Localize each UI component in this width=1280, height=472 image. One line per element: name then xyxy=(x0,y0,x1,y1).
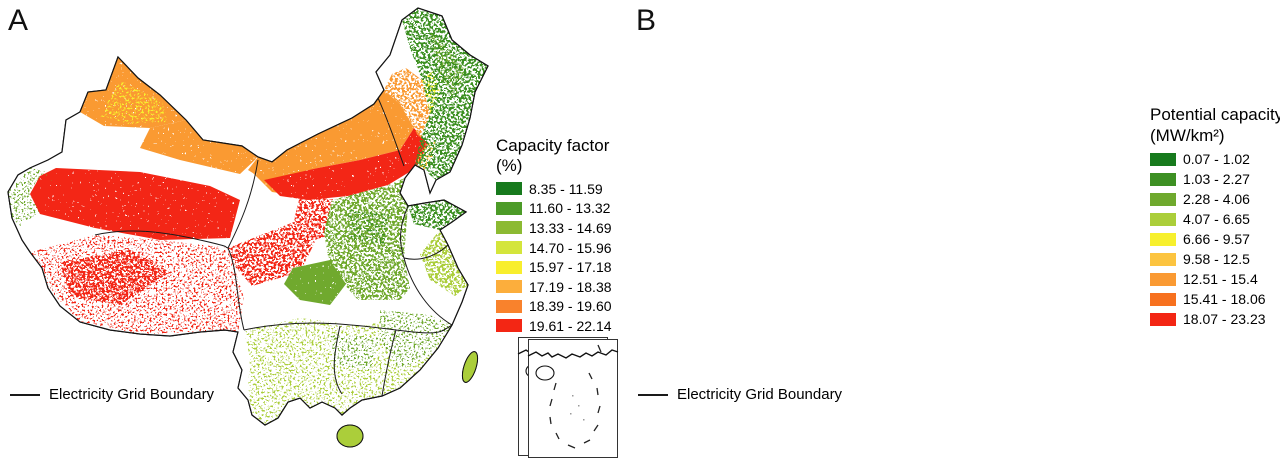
legend-item-label: 13.33 - 14.69 xyxy=(529,219,612,236)
legend-items: 0.07 - 1.02 1.03 - 2.27 2.28 - 4.06 4.07… xyxy=(1150,149,1280,329)
legend-item: 18.07 - 23.23 xyxy=(1150,309,1280,329)
boundary-key-label: Electricity Grid Boundary xyxy=(49,386,215,403)
legend-item-label: 15.41 - 18.06 xyxy=(1183,291,1266,307)
legend-swatch xyxy=(1150,292,1176,306)
legend-item: 8.35 - 11.59 xyxy=(496,179,628,199)
legend-item: 12.51 - 15.4 xyxy=(1150,269,1280,289)
legend-swatch xyxy=(1150,212,1176,226)
legend-item-label: 12.51 - 15.4 xyxy=(1183,271,1258,287)
legend-item: 13.33 - 14.69 xyxy=(496,218,628,238)
legend-unit: (MW/km²) xyxy=(1150,126,1225,145)
panel-label-b: B xyxy=(636,4,657,37)
legend-swatch xyxy=(496,319,522,333)
panel-label-a: A xyxy=(8,4,29,37)
boundary-line-sample xyxy=(10,393,40,396)
legend-swatch xyxy=(1150,272,1176,286)
boundary-key-label: Electricity Grid Boundary xyxy=(677,386,843,403)
legend-item-label: 9.58 - 12.5 xyxy=(1183,251,1250,267)
map-raster-layer-b xyxy=(8,8,488,425)
legend-swatch xyxy=(1150,252,1176,266)
legend-item-label: 1.03 - 2.27 xyxy=(1183,171,1250,187)
legend-potential-capacity: Potential capacity (MW/km²) 0.07 - 1.02 … xyxy=(1150,104,1280,329)
legend-item-label: 11.60 - 13.32 xyxy=(529,200,611,217)
legend-item: 1.03 - 2.27 xyxy=(1150,169,1280,189)
legend-item: 9.58 - 12.5 xyxy=(1150,249,1280,269)
legend-title: Potential capacity xyxy=(1150,105,1280,124)
legend-item-label: 19.61 - 22.14 xyxy=(529,317,612,334)
legend-item: 18.39 - 19.60 xyxy=(496,297,628,317)
legend-swatch xyxy=(496,221,522,235)
legend-swatch xyxy=(496,260,522,274)
hainan-island-b xyxy=(336,424,364,448)
legend-swatch xyxy=(1150,192,1176,206)
legend-items: 8.35 - 11.59 11.60 - 13.32 13.33 - 14.69… xyxy=(496,179,628,336)
legend-item: 6.66 - 9.57 xyxy=(1150,229,1280,249)
legend-swatch xyxy=(496,241,522,255)
legend-capacity-factor: Capacity factor (%) 8.35 - 11.59 11.60 -… xyxy=(496,136,628,336)
legend-item-label: 14.70 - 15.96 xyxy=(529,239,612,256)
legend-item: 11.60 - 13.32 xyxy=(496,199,628,219)
legend-swatch xyxy=(496,280,522,294)
legend-item-label: 17.19 - 18.38 xyxy=(529,278,612,295)
china-map-potential-capacity xyxy=(7,7,619,459)
legend-swatch xyxy=(1150,312,1176,326)
legend-item-label: 18.39 - 19.60 xyxy=(529,298,612,315)
legend-item: 14.70 - 15.96 xyxy=(496,238,628,258)
legend-swatch xyxy=(496,182,522,196)
legend-swatch xyxy=(1150,152,1176,166)
legend-item-label: 6.66 - 9.57 xyxy=(1183,231,1250,247)
taiwan-island-b xyxy=(461,351,479,383)
legend-swatch xyxy=(1150,172,1176,186)
legend-swatch xyxy=(496,299,522,313)
legend-item: 19.61 - 22.14 xyxy=(496,316,628,336)
legend-item-label: 18.07 - 23.23 xyxy=(1183,311,1266,327)
south-china-sea-inset-b xyxy=(527,338,619,459)
legend-item-label: 0.07 - 1.02 xyxy=(1183,151,1250,167)
legend-item-label: 15.97 - 17.18 xyxy=(529,259,612,276)
legend-item: 15.41 - 18.06 xyxy=(1150,289,1280,309)
boundary-line-sample xyxy=(638,393,668,396)
legend-item-label: 4.07 - 6.65 xyxy=(1183,211,1250,227)
legend-swatch xyxy=(496,201,522,215)
grid-boundary-key-a: Electricity Grid Boundary xyxy=(10,386,214,403)
legend-item-label: 8.35 - 11.59 xyxy=(529,180,603,197)
grid-boundary-key-b: Electricity Grid Boundary xyxy=(638,386,842,403)
legend-item: 2.28 - 4.06 xyxy=(1150,189,1280,209)
legend-item: 0.07 - 1.02 xyxy=(1150,149,1280,169)
legend-item: 4.07 - 6.65 xyxy=(1150,209,1280,229)
legend-title: Capacity factor xyxy=(496,136,610,155)
legend-unit: (%) xyxy=(496,156,523,175)
legend-swatch xyxy=(1150,232,1176,246)
legend-item: 15.97 - 17.18 xyxy=(496,257,628,277)
legend-item: 17.19 - 18.38 xyxy=(496,277,628,297)
legend-item-label: 2.28 - 4.06 xyxy=(1183,191,1250,207)
